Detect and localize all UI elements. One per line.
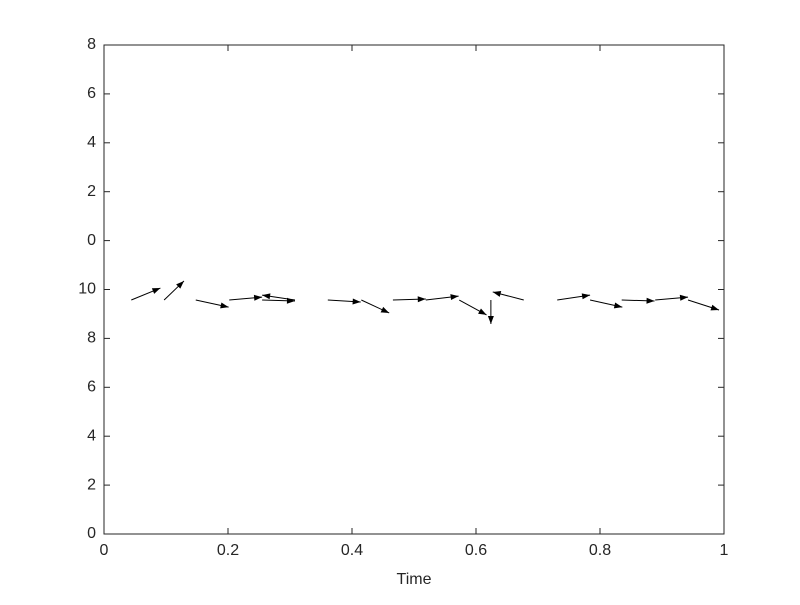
y-tick-label: 6 bbox=[87, 379, 96, 396]
y-tick-label: 0 bbox=[87, 525, 96, 542]
arrow-head bbox=[262, 293, 271, 300]
x-tick-label: 1 bbox=[720, 542, 729, 559]
x-tick-label: 0.4 bbox=[341, 542, 363, 559]
y-tick-label: 4 bbox=[87, 427, 96, 444]
y-tick-label: 10 bbox=[78, 281, 96, 298]
arrow-head bbox=[380, 306, 390, 313]
y-tick-label: 6 bbox=[87, 85, 96, 102]
arrow-head bbox=[417, 296, 426, 303]
y-tick-label: 4 bbox=[87, 134, 96, 151]
arrow-head bbox=[151, 288, 161, 294]
arrow-head bbox=[646, 297, 655, 304]
arrow-head bbox=[710, 304, 720, 311]
x-tick-label: 0.6 bbox=[465, 542, 487, 559]
y-tick-label: 2 bbox=[87, 183, 96, 200]
x-tick-label: 0 bbox=[100, 542, 109, 559]
arrow-head bbox=[176, 280, 184, 289]
x-tick-label: 0.8 bbox=[589, 542, 611, 559]
arrow-head bbox=[253, 294, 263, 301]
arrow-head bbox=[581, 293, 591, 300]
arrow-head bbox=[478, 308, 487, 315]
y-tick-label: 8 bbox=[87, 36, 96, 53]
arrow-head bbox=[450, 294, 459, 301]
arrow-head bbox=[492, 291, 502, 297]
x-axis-label: Time bbox=[397, 571, 432, 588]
arrow-head bbox=[220, 302, 229, 309]
arrow-head bbox=[487, 315, 494, 324]
x-tick-label: 0.2 bbox=[217, 542, 239, 559]
arrow-head bbox=[613, 302, 623, 309]
y-tick-label: 8 bbox=[87, 330, 96, 347]
y-tick-label: 2 bbox=[87, 476, 96, 493]
arrow-head bbox=[352, 298, 361, 305]
arrow-head bbox=[679, 294, 689, 301]
y-tick-label: 0 bbox=[87, 232, 96, 249]
